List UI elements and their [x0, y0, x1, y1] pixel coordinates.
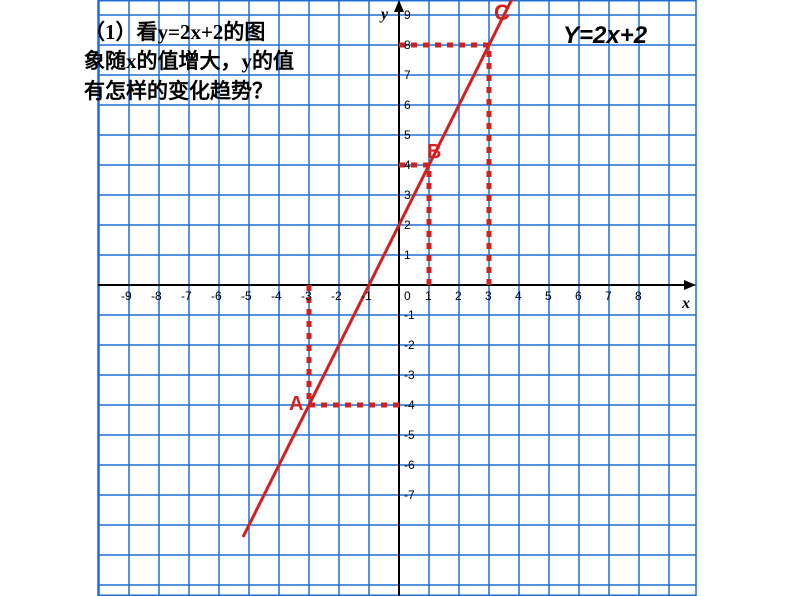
chart-container: （1）看y=2x+2的图 象随x的值增大，y的值 有怎样的变化趋势？ Y=2x+…: [0, 0, 794, 596]
y-tick--6: -6: [404, 458, 415, 472]
x-tick-2: 2: [455, 289, 462, 303]
x-tick--5: -5: [241, 289, 252, 303]
question-line-3: 有怎样的变化趋势？: [84, 79, 273, 103]
question-text: （1）看y=2x+2的图 象随x的值增大，y的值 有怎样的变化趋势？: [84, 18, 294, 106]
y-tick--1: -1: [404, 308, 415, 322]
x-axis-label: x: [682, 295, 690, 313]
y-tick-3: 3: [404, 188, 411, 202]
y-tick--4: -4: [404, 398, 415, 412]
point-label-C: C: [494, 0, 510, 26]
origin-label: 0: [404, 289, 411, 303]
x-tick-5: 5: [545, 289, 552, 303]
y-tick-6: 6: [404, 98, 411, 112]
y-tick-8: 8: [404, 38, 411, 52]
y-tick--3: -3: [404, 368, 415, 382]
x-tick-1: 1: [425, 289, 432, 303]
x-tick--7: -7: [181, 289, 192, 303]
x-tick-8: 8: [635, 289, 642, 303]
point-label-A: A: [289, 393, 303, 416]
y-tick--7: -7: [404, 488, 415, 502]
x-tick-6: 6: [575, 289, 582, 303]
question-line-1: （1）看y=2x+2的图: [84, 20, 265, 44]
x-tick--1: -1: [361, 289, 372, 303]
y-tick-1: 1: [404, 248, 411, 262]
x-tick--3: -3: [301, 289, 312, 303]
question-line-2: 象随x的值增大，y的值: [84, 49, 294, 73]
x-tick--8: -8: [151, 289, 162, 303]
y-tick--2: -2: [404, 338, 415, 352]
x-tick--4: -4: [271, 289, 282, 303]
y-tick-7: 7: [404, 68, 411, 82]
y-tick-5: 5: [404, 128, 411, 142]
x-tick--6: -6: [211, 289, 222, 303]
x-tick--9: -9: [121, 289, 132, 303]
y-tick-2: 2: [404, 218, 411, 232]
y-axis-label: y: [381, 6, 388, 24]
x-tick-7: 7: [605, 289, 612, 303]
x-tick-4: 4: [515, 289, 522, 303]
x-tick--2: -2: [331, 289, 342, 303]
y-tick-4: 4: [404, 158, 411, 172]
point-label-B: B: [427, 141, 441, 164]
y-tick-9: 9: [404, 8, 411, 22]
y-tick--5: -5: [404, 428, 415, 442]
equation-label: Y=2x+2: [563, 22, 647, 50]
x-tick-3: 3: [485, 289, 492, 303]
